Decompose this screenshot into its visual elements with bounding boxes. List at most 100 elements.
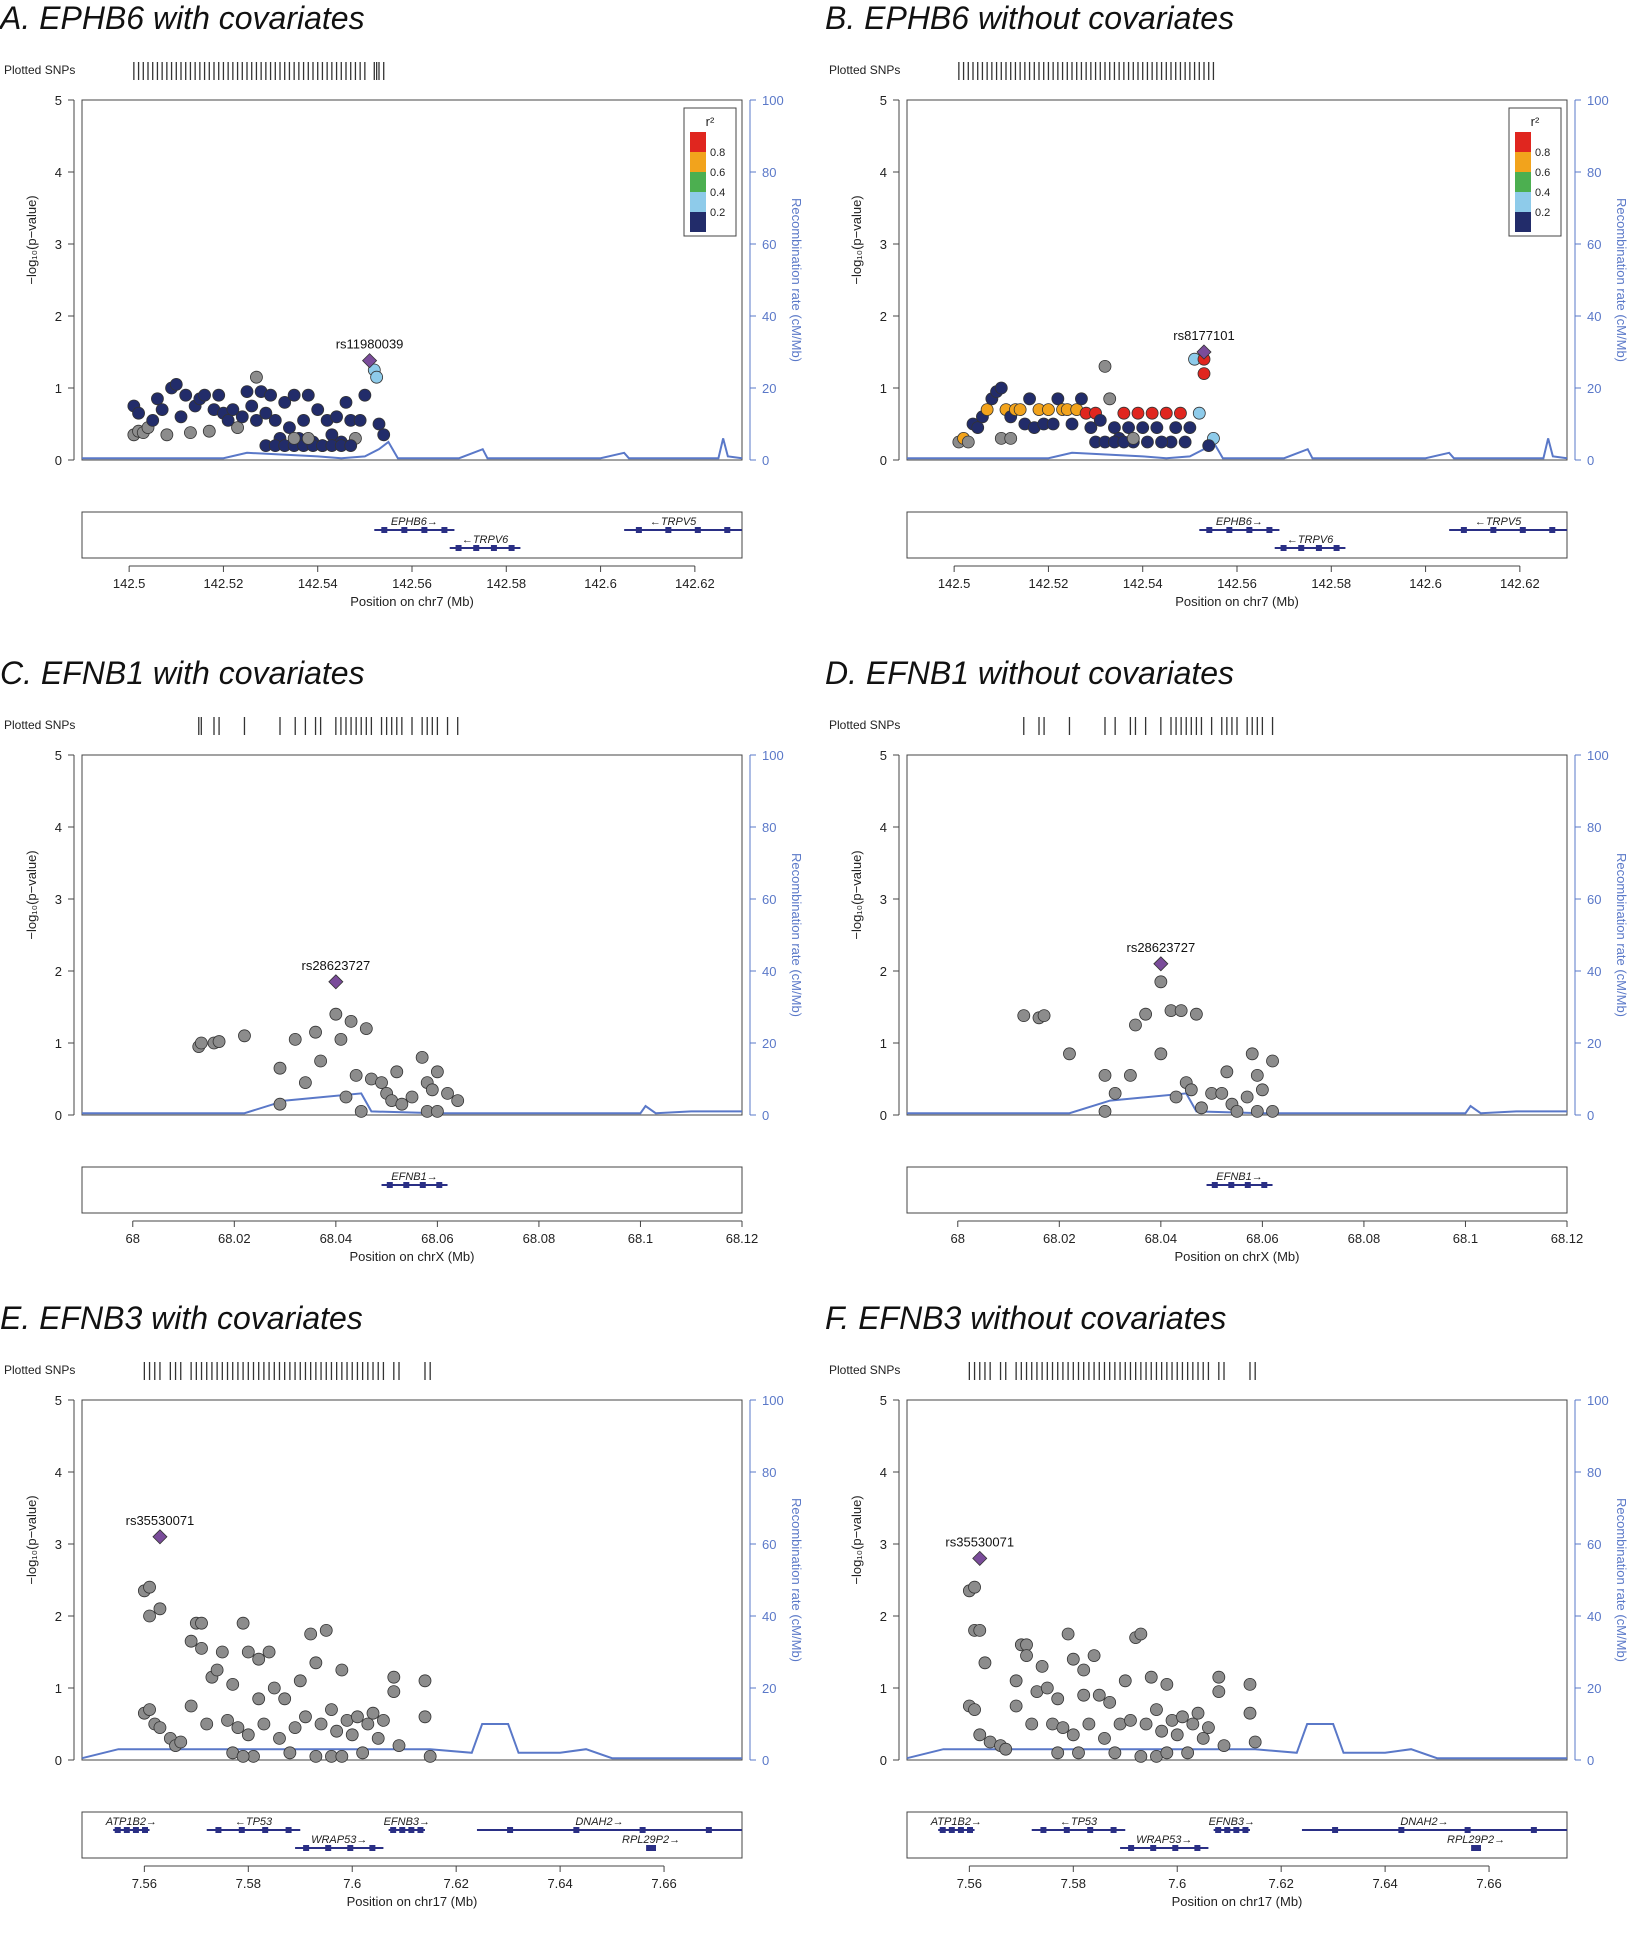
- snp-point: [1017, 1009, 1031, 1023]
- snp-point: [359, 1022, 373, 1036]
- x-tick-label: 142.6: [584, 576, 617, 591]
- legend-tick-label: 0.6: [1535, 167, 1550, 179]
- exon-block: [419, 1182, 426, 1188]
- legend-swatch: [1515, 172, 1531, 192]
- y-tick-label: 4: [880, 165, 887, 180]
- y-tick-label: 3: [880, 892, 887, 907]
- gene-label: RPL29P2→: [622, 1834, 680, 1846]
- snp-point: [1197, 367, 1211, 381]
- x-tick-label: 68.1: [628, 1231, 653, 1246]
- exon-block: [441, 527, 448, 533]
- snp-point: [354, 1104, 368, 1118]
- snp-point: [1063, 1047, 1076, 1061]
- lead-snp-marker: [152, 1529, 168, 1545]
- snp-point: [1212, 1685, 1226, 1699]
- snp-point: [278, 395, 292, 409]
- y-tick-label: 0: [55, 453, 62, 468]
- snp-point: [1020, 1638, 1033, 1652]
- exon-block: [650, 1845, 657, 1851]
- x-tick-label: 68.1: [1453, 1231, 1478, 1246]
- snp-point: [1169, 1090, 1183, 1104]
- exon-block: [238, 1827, 245, 1833]
- snp-point: [1035, 1659, 1049, 1673]
- exon-block: [490, 545, 497, 551]
- snp-point: [353, 413, 367, 427]
- snp-point: [349, 1068, 363, 1082]
- snp-point: [1051, 392, 1065, 406]
- snp-point: [441, 1086, 454, 1100]
- x-tick-label: 142.5: [938, 576, 971, 591]
- recomb-tick-label: 0: [762, 453, 769, 468]
- exon-block: [215, 1827, 222, 1833]
- x-tick-label: 7.66: [1476, 1876, 1501, 1891]
- locus-plot: Plotted SNPs 0 1 2 3 4 5 −log₁₀(p−value) 0 20 40 60…: [4, 62, 804, 609]
- y-tick-label: 3: [55, 892, 62, 907]
- exon-block: [1464, 1827, 1471, 1833]
- snp-point: [283, 1746, 297, 1760]
- y-tick-label: 5: [880, 748, 887, 763]
- snp-point: [1174, 1004, 1188, 1018]
- snp-point: [968, 1580, 981, 1594]
- snp-point: [1092, 1688, 1106, 1702]
- exon-block: [401, 527, 408, 533]
- snp-point: [418, 1710, 432, 1724]
- snp-point: [236, 1616, 250, 1630]
- panel-title: A. EPHB6 with covariates: [0, 0, 365, 36]
- panel-title: B. EPHB6 without covariates: [825, 0, 1235, 36]
- gene-label: EFNB3→: [384, 1816, 430, 1828]
- exon-block: [114, 1827, 121, 1833]
- snp-point: [1170, 1728, 1184, 1742]
- recomb-tick-label: 80: [1587, 165, 1601, 180]
- x-tick-label: 68.06: [1246, 1231, 1279, 1246]
- x-tick-label: 7.62: [444, 1876, 469, 1891]
- snp-point: [143, 1580, 156, 1594]
- snp-point: [330, 410, 343, 424]
- gene-label: ATP1B2→: [105, 1816, 157, 1828]
- x-tick-label: 68.08: [523, 1231, 556, 1246]
- snp-point: [252, 1692, 266, 1706]
- panel-title: C. EFNB1 with covariates: [0, 655, 365, 691]
- exon-block: [1233, 1827, 1240, 1833]
- y-tick-label: 3: [55, 237, 62, 252]
- y-tick-label: 5: [55, 1393, 62, 1408]
- snp-point: [1245, 1047, 1259, 1061]
- legend-swatch: [1515, 212, 1531, 232]
- snp-point: [415, 1050, 429, 1064]
- snp-point: [1084, 421, 1098, 435]
- x-tick-label: 68.12: [1551, 1231, 1584, 1246]
- x-tick-label: 142.62: [1500, 576, 1540, 591]
- exon-block: [948, 1827, 955, 1833]
- recomb-tick-label: 40: [762, 964, 776, 979]
- snp-point: [1176, 1710, 1189, 1724]
- snp-point: [153, 1721, 167, 1735]
- snp-point: [392, 1739, 406, 1753]
- snp-point: [1122, 421, 1135, 435]
- snp-point: [1230, 1104, 1244, 1118]
- recomb-tick-label: 60: [762, 1537, 776, 1552]
- snp-point: [1174, 406, 1187, 420]
- snp-point: [1155, 1724, 1169, 1738]
- snp-point: [325, 1703, 338, 1717]
- exon-block: [1460, 527, 1467, 533]
- y-tick-label: 0: [880, 1108, 887, 1123]
- snp-point: [1046, 417, 1060, 431]
- gene-label: DNAH2→: [575, 1816, 623, 1828]
- exon-block: [1315, 545, 1322, 551]
- snp-point: [345, 1728, 359, 1742]
- exon-block: [1150, 1845, 1157, 1851]
- y-tick-label: 5: [880, 93, 887, 108]
- plotted-snps-label: Plotted SNPs: [4, 63, 75, 77]
- y-tick-label: 2: [880, 309, 887, 324]
- exon-block: [1549, 527, 1556, 533]
- x-axis-label: Position on chr17 (Mb): [1172, 1894, 1303, 1909]
- snp-point: [1183, 421, 1197, 435]
- snp-point: [1129, 1018, 1142, 1032]
- snp-point: [226, 403, 240, 417]
- snp-point: [212, 388, 226, 402]
- snp-point: [236, 1749, 250, 1763]
- locus-plot: Plotted SNPs 0 1 2 3 4 5 −log₁₀(p−value) 0 20 40 60…: [829, 1362, 1629, 1909]
- snp-point: [195, 1641, 208, 1655]
- snp-point: [335, 1663, 349, 1677]
- snp-point: [1240, 1090, 1254, 1104]
- legend-tick-label: 0.4: [1535, 187, 1550, 199]
